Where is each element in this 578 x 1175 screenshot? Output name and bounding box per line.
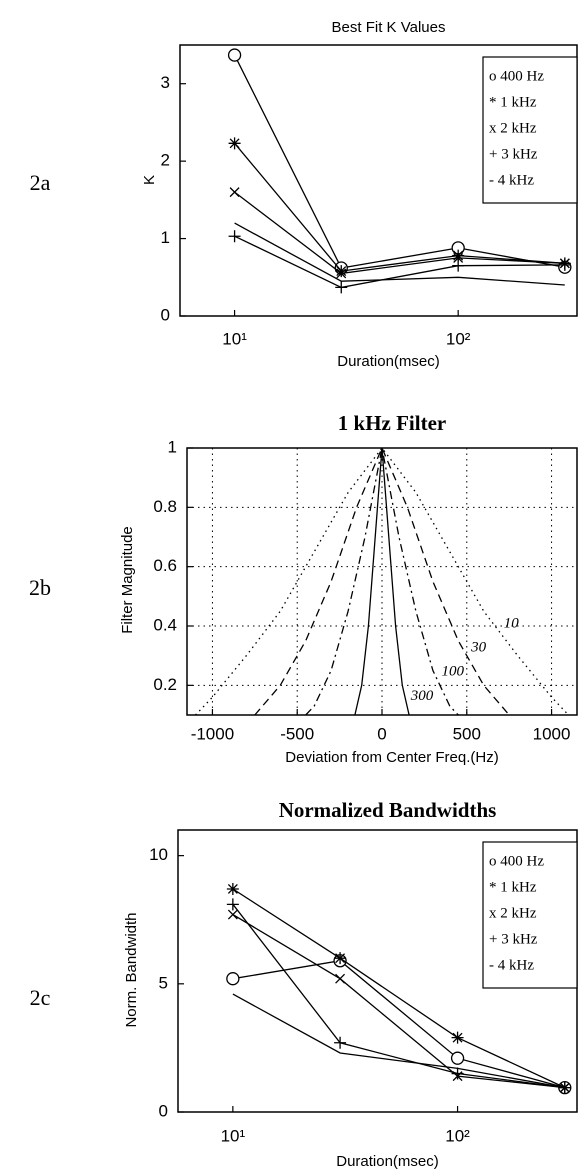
x-tick-label: 10² [445, 1126, 470, 1145]
y-tick-label: 0 [161, 305, 170, 324]
legend-entry: o 400 Hz [489, 68, 544, 84]
y-tick-label: 0.8 [153, 497, 177, 516]
marker [453, 252, 464, 263]
series-line [232, 914, 565, 1089]
marker [229, 187, 240, 198]
curve-label: 100 [442, 664, 465, 680]
x-tick-label: 10¹ [222, 329, 247, 348]
chart-title: Best Fit K Values [332, 19, 446, 36]
y-axis-label: Filter Magnitude [119, 526, 136, 634]
series-line [195, 446, 569, 716]
legend-entry: - 4 kHz [489, 172, 534, 188]
series-line [354, 447, 410, 716]
marker [451, 1031, 464, 1044]
x-axis-label: Duration(msec) [336, 1153, 439, 1170]
y-tick-label: 2 [161, 151, 170, 170]
x-tick-label: -500 [280, 724, 314, 743]
marker [558, 258, 571, 271]
marker [335, 265, 348, 278]
panel-label: 2b [29, 575, 51, 600]
x-tick-label: 500 [453, 724, 481, 743]
series-line [232, 993, 565, 1089]
chart-title: Normalized Bandwidths [279, 798, 497, 822]
legend-box [482, 841, 578, 989]
legend-entry: * 1 kHz [489, 879, 537, 895]
curve-label: 10 [504, 616, 519, 632]
y-tick-label: 10 [149, 845, 168, 864]
y-tick-label: 1 [168, 437, 177, 456]
y-tick-label: 0.6 [153, 556, 177, 575]
curve-label: 300 [410, 688, 434, 704]
x-axis-label: Deviation from Center Freq.(Hz) [285, 749, 498, 766]
y-tick-label: 0 [159, 1101, 168, 1120]
y-tick-label: 0.2 [153, 675, 177, 694]
series-line [305, 447, 459, 716]
marker [334, 1036, 347, 1049]
x-tick-label: 0 [377, 724, 386, 743]
series-line [232, 888, 566, 1089]
marker [451, 1067, 464, 1080]
marker [226, 972, 240, 986]
panel-label: 2a [30, 170, 51, 195]
chart-title: 1 kHz Filter [338, 411, 446, 435]
marker [226, 882, 239, 895]
x-axis-label: Duration(msec) [337, 353, 440, 370]
x-tick-label: 10¹ [221, 1126, 246, 1145]
series-line [234, 235, 565, 289]
marker [450, 1051, 465, 1065]
legend-entry: + 3 kHz [489, 931, 538, 947]
x-tick-label: 1000 [533, 724, 571, 743]
series-line [232, 960, 565, 1089]
series-line [234, 142, 565, 272]
marker [228, 230, 241, 243]
marker [336, 268, 347, 279]
marker [335, 281, 348, 294]
series-line [234, 191, 565, 275]
x-tick-label: 10² [446, 329, 471, 348]
y-axis-label: Norm. Bandwidth [123, 912, 140, 1027]
marker [335, 973, 346, 984]
legend-entry: + 3 kHz [489, 146, 538, 162]
y-tick-label: 1 [161, 228, 170, 247]
series-line [232, 903, 565, 1089]
y-tick-label: 5 [159, 973, 168, 992]
legend-entry: x 2 kHz [489, 120, 537, 136]
marker [227, 909, 238, 920]
legend-box [482, 56, 578, 204]
series-line [234, 222, 565, 286]
marker [228, 137, 241, 150]
x-tick-label: -1000 [191, 724, 234, 743]
series-line [254, 446, 510, 716]
curve-label: 30 [470, 640, 487, 656]
legend-entry: - 4 kHz [489, 957, 534, 973]
panel-label: 2c [30, 985, 51, 1010]
y-axis-label: K [141, 175, 158, 185]
y-tick-label: 3 [161, 73, 170, 92]
series-line [234, 54, 565, 269]
legend-entry: * 1 kHz [489, 94, 537, 110]
marker [227, 48, 242, 62]
marker [226, 898, 239, 911]
marker [452, 259, 465, 272]
y-tick-label: 0.4 [153, 615, 177, 634]
marker [334, 952, 347, 965]
marker [452, 249, 465, 262]
legend-entry: x 2 kHz [489, 905, 537, 921]
legend-entry: o 400 Hz [489, 853, 544, 869]
